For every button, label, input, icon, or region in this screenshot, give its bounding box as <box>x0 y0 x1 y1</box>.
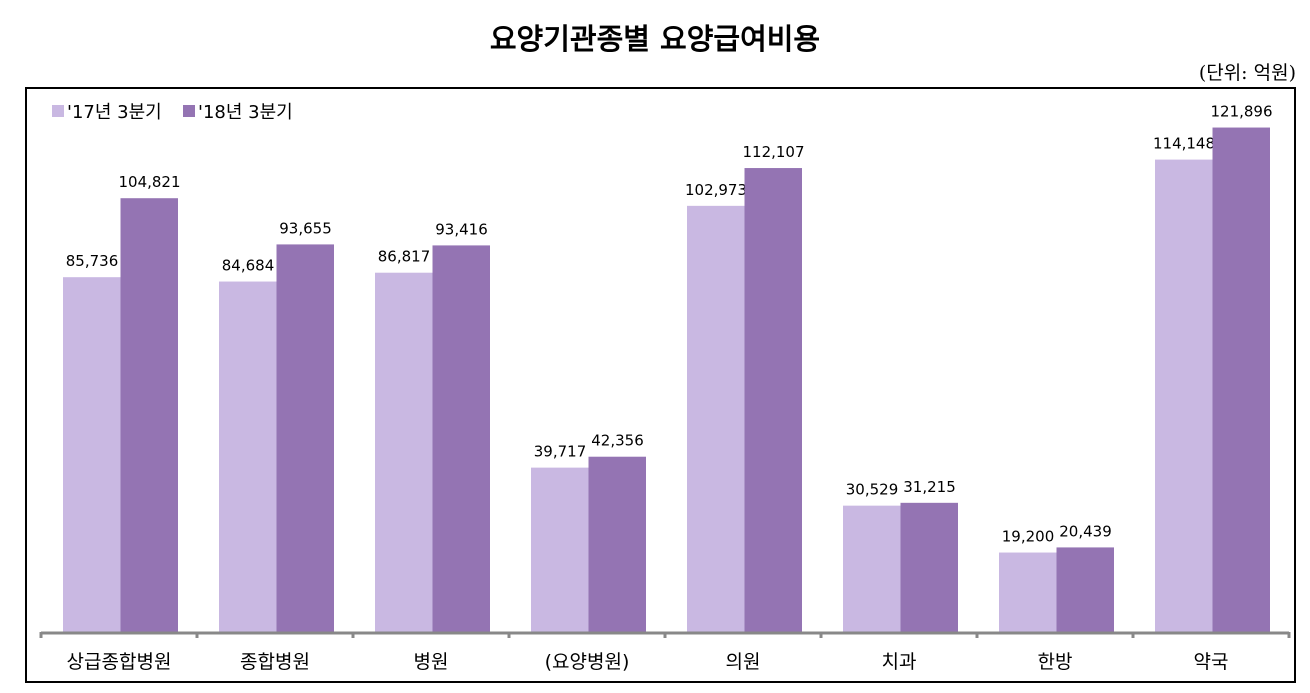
bar-2017 <box>375 272 433 632</box>
data-label: 86,817 <box>378 248 431 266</box>
chart-frame <box>25 87 1296 683</box>
bar-2017 <box>687 205 745 632</box>
data-label: 84,684 <box>222 257 275 275</box>
bar-2018 <box>588 456 646 632</box>
bar-2018 <box>120 198 178 632</box>
category-label: 치과 <box>882 651 917 673</box>
bar-2017 <box>219 281 277 632</box>
bar-2017 <box>843 505 901 632</box>
data-label: 20,439 <box>1059 522 1112 540</box>
data-label: 42,356 <box>591 432 644 450</box>
bar-2018 <box>432 245 490 632</box>
legend-item-2017: '17년 3분기 <box>52 98 162 124</box>
data-label: 39,717 <box>534 443 587 461</box>
data-label: 114,148 <box>1153 135 1215 153</box>
chart-title: 요양기관종별 요양급여비용 <box>489 22 821 56</box>
bar-2018 <box>276 244 334 632</box>
bar-2018 <box>900 502 958 632</box>
legend-label-2018: '18년 3분기 <box>198 102 293 123</box>
bar-2017 <box>999 552 1057 632</box>
category-label: 종합병원 <box>240 651 310 673</box>
category-label: 병원 <box>414 651 449 673</box>
data-label: 112,107 <box>742 143 804 161</box>
data-label: 93,416 <box>435 220 488 238</box>
unit-label: (단위: 억원) <box>1198 62 1296 84</box>
data-label: 104,821 <box>118 173 180 191</box>
bar-2018 <box>1212 127 1270 633</box>
bar-2018 <box>1056 547 1114 632</box>
data-label: 121,896 <box>1210 103 1272 121</box>
legend-swatch-2017 <box>52 105 64 117</box>
data-label: 102,973 <box>685 181 747 199</box>
category-label: 약국 <box>1194 651 1229 673</box>
bar-2017 <box>63 277 121 632</box>
bar-2017 <box>531 467 589 632</box>
legend-item-2018: '18년 3분기 <box>183 98 293 124</box>
data-label: 30,529 <box>846 481 899 499</box>
category-label: (요양병원) <box>545 651 630 673</box>
legend-swatch-2018 <box>183 105 195 117</box>
data-label: 19,200 <box>1002 528 1055 546</box>
category-label: 의원 <box>726 651 761 673</box>
bar-2018 <box>744 168 802 632</box>
data-label: 85,736 <box>66 252 119 270</box>
data-label: 31,215 <box>903 478 956 496</box>
legend-label-2017: '17년 3분기 <box>67 102 162 123</box>
category-label: 상급종합병원 <box>67 651 172 673</box>
category-label: 한방 <box>1038 651 1073 673</box>
data-label: 93,655 <box>279 219 332 237</box>
bar-2017 <box>1155 159 1213 632</box>
